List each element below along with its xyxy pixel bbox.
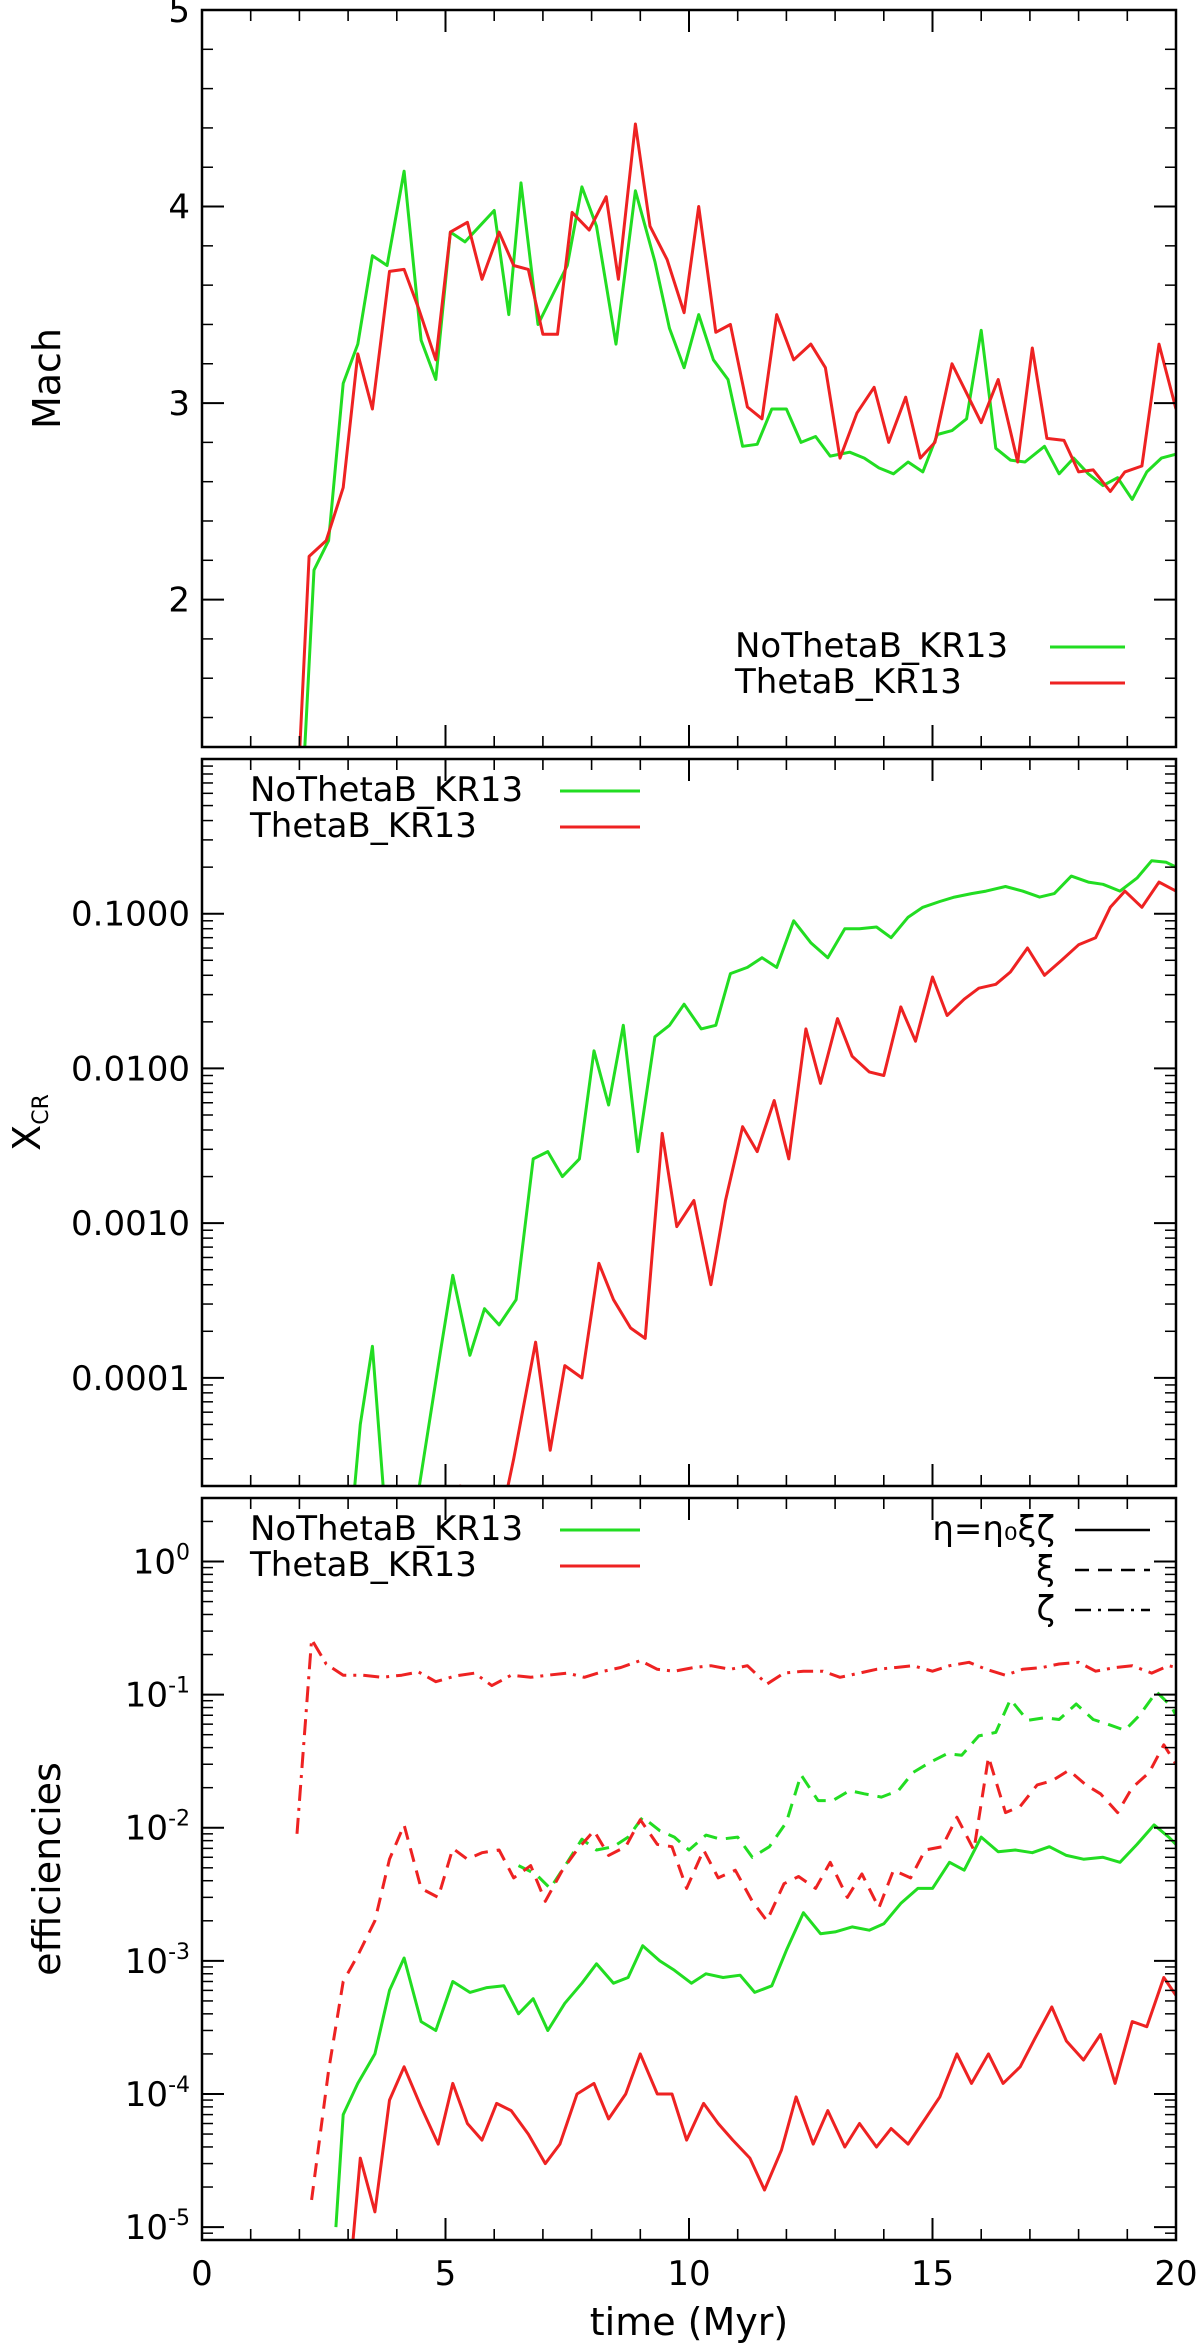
panel-middle: 0.0001 0.0010 0.0100 0.1000 XCR NoThetaB_KR13… (5, 757, 1178, 1488)
legend-label: NoThetaB_KR13 (735, 626, 1008, 666)
legend-label: ThetaB_KR13 (249, 806, 477, 846)
y-tick-label: 2 (168, 581, 190, 621)
y-tick-label: 3 (168, 384, 190, 424)
style-legend-label: η=η₀ξζ (932, 1509, 1055, 1549)
plot-frame (200, 757, 1178, 1488)
y-tick-label: 5 (168, 0, 190, 31)
series-line-thetab-kr13 (298, 122, 1176, 747)
series-group (295, 1637, 1176, 2240)
x-tick-label: 20 (1154, 2254, 1197, 2294)
x-axis-label: time (Myr) (590, 2300, 788, 2344)
legend-label: NoThetaB_KR13 (250, 1509, 523, 1549)
series-line-thetab-kr13-dashdot (295, 1637, 1176, 1834)
y-tick-label: 10-5 (125, 2206, 190, 2248)
x-tick-label: 5 (435, 2254, 457, 2294)
style-legend-label: ζ (1037, 1589, 1056, 1629)
series-line-thetab-kr13 (458, 880, 1176, 1486)
y-tick-label: 0.1000 (71, 895, 190, 935)
y-tick-label: 10-3 (125, 1940, 190, 1982)
series-line-thetab-kr13-dashed (310, 1743, 1176, 2201)
legend-label: ThetaB_KR13 (734, 662, 962, 702)
y-axis-label: Mach (25, 328, 69, 429)
style-legend-label: ξ (1036, 1549, 1055, 1589)
y-tick-label: 0.0100 (71, 1049, 190, 1089)
y-tick-label: 0.0001 (71, 1359, 190, 1399)
series-line-thetab-kr13-solid (351, 1976, 1176, 2240)
series-group (353, 859, 1176, 1486)
legend-label: ThetaB_KR13 (249, 1545, 477, 1585)
x-tick-label: 0 (191, 2254, 213, 2294)
series-line-nothetab-kr13-dashed (517, 1690, 1176, 1890)
y-tick-label: 10-1 (125, 1674, 190, 1716)
y-axis-label: XCR (5, 1094, 54, 1151)
y-tick-label: 10-2 (125, 1807, 190, 1849)
x-tick-label: 10 (667, 2254, 710, 2294)
series-line-nothetab-kr13 (353, 859, 1176, 1486)
y-axis-label: efficiencies (25, 1762, 69, 1976)
plot-frame (200, 1496, 1178, 2242)
series-line-nothetab-kr13-solid (334, 1823, 1176, 2228)
y-tick-label: 10-4 (125, 2073, 190, 2115)
y-tick-label: 4 (168, 188, 190, 228)
x-tick-label: 15 (911, 2254, 954, 2294)
legend-label: NoThetaB_KR13 (250, 770, 523, 810)
y-tick-label: 100 (133, 1541, 190, 1583)
y-tick-label: 0.0010 (71, 1204, 190, 1244)
panel-bottom: 10-5 10-4 10-3 10-2 10-1 100 0 5 10 15 20 time (Myr… (25, 1496, 1198, 2344)
series-group (298, 122, 1176, 747)
